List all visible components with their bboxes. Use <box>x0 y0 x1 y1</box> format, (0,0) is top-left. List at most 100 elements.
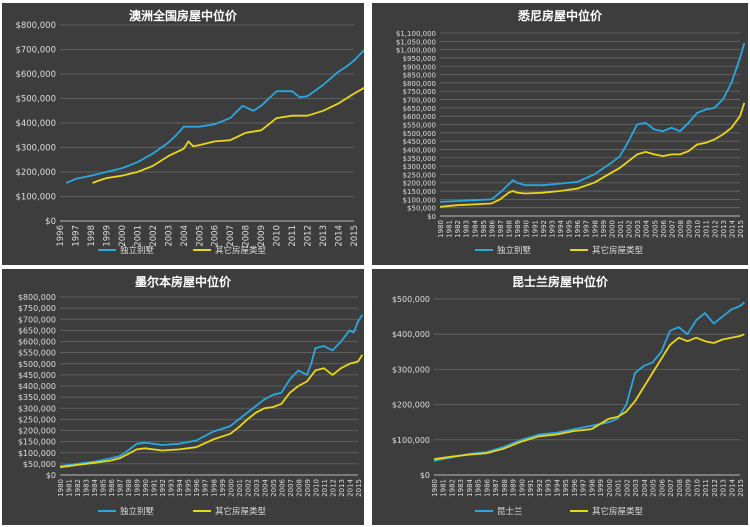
series-line-1 <box>59 354 364 469</box>
y-tick-label: $850,000 <box>403 72 436 80</box>
y-tick-label: $550,000 <box>18 349 56 358</box>
x-tick-label: 2014 <box>335 225 345 247</box>
y-tick-label: $250,000 <box>18 415 56 424</box>
y-tick-label: $100,000 <box>18 449 56 458</box>
x-tick-label: 2004 <box>180 225 190 247</box>
y-tick-label: $700,000 <box>15 46 56 56</box>
x-tick-label: 1988 <box>501 479 509 497</box>
chart-queensland: $0 $100,000 $200,000 $300,000 $400,000 $500,0… <box>392 295 745 517</box>
x-tick-label: 1980 <box>437 220 445 238</box>
x-tick-label: 2011 <box>288 225 298 247</box>
y-tick-label: $300,000 <box>18 404 56 413</box>
y-tick-label: $1,000,000 <box>396 47 436 55</box>
y-tick-label: $650,000 <box>18 326 56 335</box>
x-tick-label: 1984 <box>471 219 479 237</box>
x-tick-label: 2001 <box>236 479 244 497</box>
x-tick-label: 1994 <box>553 478 561 496</box>
x-tick-label: 2013 <box>338 479 346 497</box>
y-tick-label: $450,000 <box>403 138 436 146</box>
y-tick-label: $100,000 <box>392 436 430 445</box>
x-tick-label: 1983 <box>457 479 465 497</box>
x-tick-label: 2000 <box>227 479 235 497</box>
y-tick-label: $700,000 <box>18 315 56 324</box>
x-tick-label: 1986 <box>483 478 491 496</box>
chart-national: $0 $100,000 $200,000 $300,000 $400,000 $500,0… <box>15 21 364 256</box>
x-tick-label: 1981 <box>440 479 448 497</box>
x-tick-label: 2001 <box>617 220 625 238</box>
x-tick-label: 1994 <box>557 219 565 237</box>
x-tick-label: 2011 <box>321 479 329 497</box>
y-tick-label: $400,000 <box>403 146 436 154</box>
x-tick-label: 2000 <box>606 479 614 497</box>
y-tick-label: $100,000 <box>15 193 56 203</box>
x-tick-label: 1996 <box>571 478 579 496</box>
series-line-0 <box>433 301 745 462</box>
x-tick-label: 1981 <box>66 479 74 497</box>
y-tick-label: $500,000 <box>403 130 436 138</box>
x-tick-label: 2008 <box>676 479 684 497</box>
legend-label: 独立别墅 <box>497 245 532 256</box>
y-tick-label: $700,000 <box>403 97 436 105</box>
y-tick-label: $0 <box>427 213 436 221</box>
x-tick-label: 1991 <box>531 220 539 238</box>
x-tick-label: 2003 <box>164 225 174 247</box>
y-tick-label: $400,000 <box>15 119 56 129</box>
y-tick-label: $50,000 <box>23 460 56 469</box>
series-line-1 <box>433 333 745 461</box>
y-tick-label: $200,000 <box>18 427 56 436</box>
x-tick-label: 2005 <box>195 225 205 247</box>
y-tick-label: $400,000 <box>392 330 430 339</box>
x-tick-label: 2005 <box>651 220 659 238</box>
x-tick-label: 1997 <box>580 479 588 497</box>
y-tick-label: $250,000 <box>403 171 436 179</box>
x-tick-label: 1999 <box>600 220 608 238</box>
y-tick-label: $200,000 <box>403 180 436 188</box>
x-tick-label: 2010 <box>694 220 702 238</box>
x-tick-label: 2012 <box>304 225 314 247</box>
x-tick-label: 1987 <box>497 220 505 238</box>
y-tick-label: $50,000 <box>407 205 436 213</box>
chart-panel-melbourne: 墨尔本房屋中位价 $0 $50,000 $100,000 $150,000 $200,0… <box>2 269 364 525</box>
x-tick-label: 1997 <box>583 220 591 238</box>
x-tick-label: 2014 <box>728 219 736 237</box>
x-tick-label: 1999 <box>102 225 112 247</box>
x-tick-label: 1983 <box>83 479 91 497</box>
legend-label: 独立别墅 <box>120 245 155 256</box>
chart-title: 澳洲全国房屋中位价 <box>128 9 237 23</box>
x-tick-label: 1993 <box>548 220 556 238</box>
x-tick-label: 2010 <box>693 479 701 497</box>
x-tick-label: 1984 <box>466 478 474 496</box>
y-tick-label: $800,000 <box>15 21 56 31</box>
x-tick-label: 2001 <box>133 225 143 247</box>
x-tick-label: 1985 <box>100 479 108 497</box>
x-tick-label: 1980 <box>431 479 439 497</box>
x-tick-label: 1986 <box>488 219 496 237</box>
chart-panel-national: 澳洲全国房屋中位价 $0 $100,000 $200,000 $300,000 $400… <box>2 3 364 265</box>
x-tick-label: 2015 <box>355 479 363 497</box>
x-tick-label: 2003 <box>632 479 640 497</box>
y-tick-label: $200,000 <box>392 401 430 410</box>
chart-title: 墨尔本房屋中位价 <box>134 275 231 289</box>
x-tick-label: 1999 <box>597 479 605 497</box>
x-tick-label: 2011 <box>702 479 710 497</box>
x-tick-label: 2008 <box>295 479 303 497</box>
x-tick-label: 2014 <box>728 478 736 496</box>
x-tick-label: 2012 <box>711 220 719 238</box>
x-tick-label: 2005 <box>270 479 278 497</box>
x-tick-label: 2002 <box>149 225 159 247</box>
chart-title: 昆士兰房屋中位价 <box>511 275 608 289</box>
x-tick-label: 1989 <box>134 479 142 497</box>
x-tick-label: 1998 <box>87 225 97 247</box>
x-tick-label: 2002 <box>626 220 634 238</box>
x-tick-label: 2008 <box>677 220 685 238</box>
x-tick-label: 1988 <box>506 220 514 238</box>
y-tick-label: $300,000 <box>15 144 56 154</box>
x-tick-label: 1991 <box>527 479 535 497</box>
x-tick-label: 1989 <box>514 220 522 238</box>
y-tick-label: $450,000 <box>18 371 56 380</box>
x-tick-label: 2008 <box>242 225 252 247</box>
x-tick-label: 2000 <box>608 220 616 238</box>
x-tick-label: 1990 <box>523 220 531 238</box>
x-tick-label: 2015 <box>737 479 745 497</box>
x-tick-label: 1995 <box>566 220 574 238</box>
